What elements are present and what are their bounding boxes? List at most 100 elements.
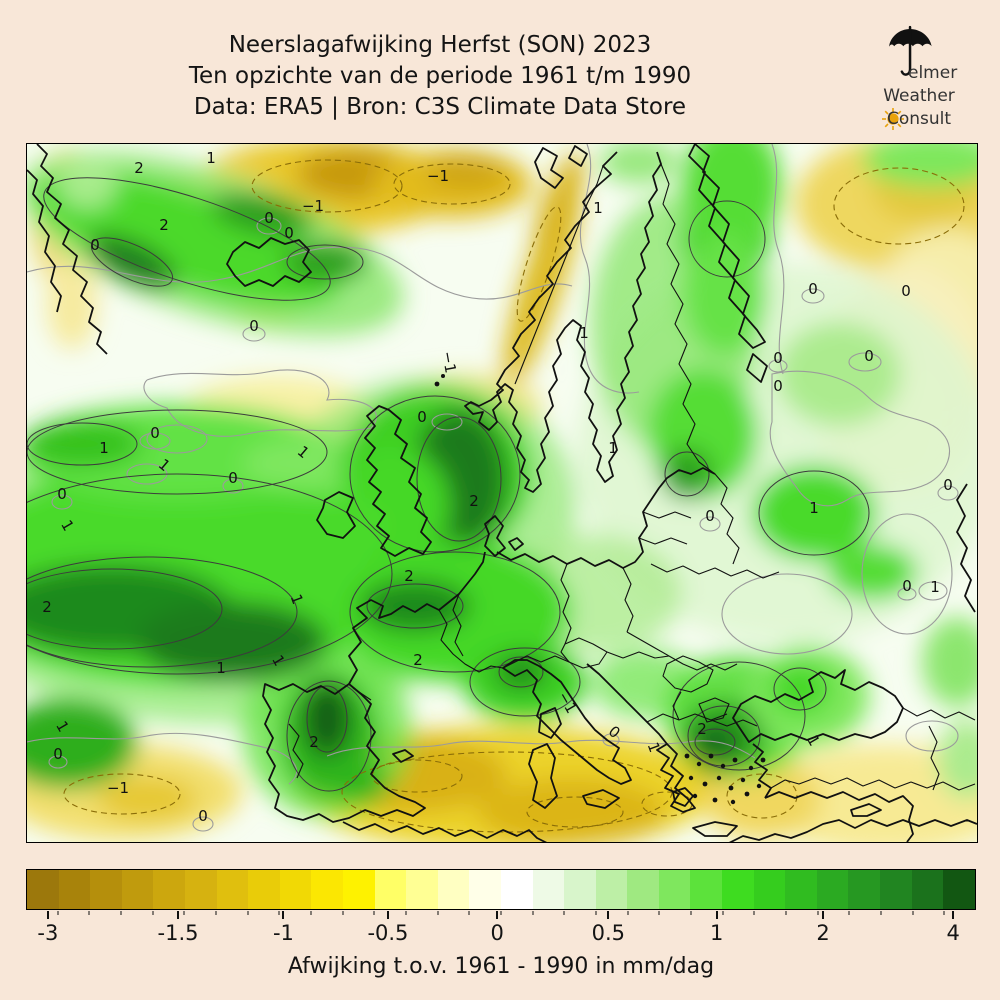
colorbar-major-tick [952, 911, 955, 919]
contour-label: 0 [264, 209, 274, 227]
title-line-2: Ten opzichte van de periode 1961 t/m 199… [188, 63, 692, 89]
colorbar-segment [437, 870, 470, 909]
colorbar-segment [406, 870, 438, 909]
contour-label: 2 [413, 651, 423, 669]
colorbar-minor-tick [817, 911, 819, 915]
colorbar-minor-tick [500, 911, 502, 915]
colorbar-minor-tick [753, 911, 755, 915]
page-title: Neerslagafwijking Herfst (SON) 2023 Ten … [0, 30, 880, 123]
contour-label: 2 [404, 567, 414, 585]
colorbar-segment [943, 870, 975, 909]
contour-label: 1 [608, 439, 618, 457]
colorbar-major-tick [715, 911, 718, 919]
contour-label: 1 [809, 499, 819, 517]
colorbar-minor-tick [627, 911, 629, 915]
logo: elmer Weather Consult [856, 22, 982, 134]
colorbar-segment [785, 870, 817, 909]
logo-line-jelmer: elmer [908, 63, 958, 83]
colorbar-segment [279, 870, 312, 909]
contour-label: 0 [773, 377, 783, 395]
colorbar-segment [27, 870, 59, 909]
anomaly-field [27, 144, 977, 842]
colorbar-segment [722, 870, 754, 909]
colorbar-tick-label: -0.5 [367, 921, 409, 945]
logo-line-weather: Weather [883, 86, 955, 106]
colorbar-minor-tick [183, 911, 185, 915]
logo-consult-C: C [886, 109, 899, 129]
colorbar-minor-tick [690, 911, 692, 915]
contour-label: 1 [99, 439, 109, 457]
contour-label: 2 [469, 492, 479, 510]
colorbar-segment [627, 870, 659, 909]
colorbar-minor-tick [848, 911, 850, 915]
contour-label: 1 [930, 578, 940, 596]
contour-label: 2 [309, 733, 319, 751]
contour-label: −1 [427, 167, 449, 185]
colorbar-segment [153, 870, 185, 909]
contour-label: −1 [107, 779, 129, 797]
colorbar-segment [848, 870, 881, 909]
colorbar-minor-tick [532, 911, 534, 915]
contour-label: 1 [216, 659, 226, 677]
island-dots [434, 374, 766, 805]
contour-label: 0 [902, 577, 912, 595]
colorbar-segment [311, 870, 343, 909]
contour-label: 2 [42, 598, 52, 616]
colorbar-minor-tick [468, 911, 470, 915]
colorbar-segment [374, 870, 407, 909]
colorbar-tick-label: 1 [709, 921, 724, 945]
contour-label: 2 [134, 159, 144, 177]
contour-label: 0 [808, 280, 818, 298]
colorbar-segment [595, 870, 628, 909]
colorbar-minor-tick [278, 911, 280, 915]
colorbar-minor-tick [342, 911, 344, 915]
colorbar-major-tick [822, 911, 825, 919]
colorbar-segment [121, 870, 154, 909]
colorbar-tick-label: -1.5 [157, 921, 199, 945]
colorbar-major-tick [386, 911, 389, 919]
colorbar-segment [816, 870, 849, 909]
colorbar-major-tick [177, 911, 179, 919]
colorbar-segment [532, 870, 565, 909]
contour-label: 0 [53, 745, 63, 763]
contour-label: 0 [249, 317, 259, 335]
colorbar-tick-label: 4 [946, 921, 960, 945]
colorbar-segment [880, 870, 912, 909]
colorbar-segment [911, 870, 944, 909]
colorbar-minor-tick [658, 911, 660, 915]
contour-label: 0 [284, 224, 294, 242]
negative-contour-lines [63, 159, 965, 833]
colorbar-major-tick [607, 911, 610, 919]
colorbar-minor-tick [437, 911, 439, 915]
colorbar-segment [90, 870, 122, 909]
colorbar-minor-tick [595, 911, 597, 915]
contour-label: 0 [150, 424, 160, 442]
colorbar-minor-tick [912, 911, 914, 915]
contour-label: 1 [206, 149, 216, 167]
colorbar-minor-tick [215, 911, 217, 915]
contour-label: 0 [417, 408, 427, 426]
colorbar-minor-tick [247, 911, 249, 915]
colorbar-segment [184, 870, 217, 909]
contour-label: 0 [943, 476, 953, 494]
contour-label: −1 [438, 350, 460, 375]
contour-label: 0 [90, 236, 100, 254]
colorbar-segment [753, 870, 786, 909]
colorbar-minor-tick [57, 911, 59, 915]
colorbar-minor-tick [120, 911, 122, 915]
colorbar-segment [248, 870, 280, 909]
colorbar-tick-label: 0 [490, 921, 504, 945]
contour-label: 0 [228, 469, 238, 487]
colorbar-segment [500, 870, 533, 909]
colorbar-caption: Afwijking t.o.v. 1961 - 1990 in mm/dag [287, 954, 715, 979]
colorbar-segment [690, 870, 723, 909]
contour-label: 0 [773, 349, 783, 367]
country-borders [288, 163, 976, 791]
colorbar-minor-tick [880, 911, 882, 915]
contour-label: 2 [697, 720, 707, 738]
colorbar-minor-tick [722, 911, 724, 915]
colorbar-major-tick [282, 911, 285, 919]
map-canvas: 2 1 2 0 0 0 −1 −1 0 1 1 −1 0 0 0 0 1 0 1 0 1 0 1 2 1 0 2 1 2 0 1 0 0 0 1 1 1… [26, 143, 978, 843]
logo-consult-rest: onsult [898, 109, 952, 129]
